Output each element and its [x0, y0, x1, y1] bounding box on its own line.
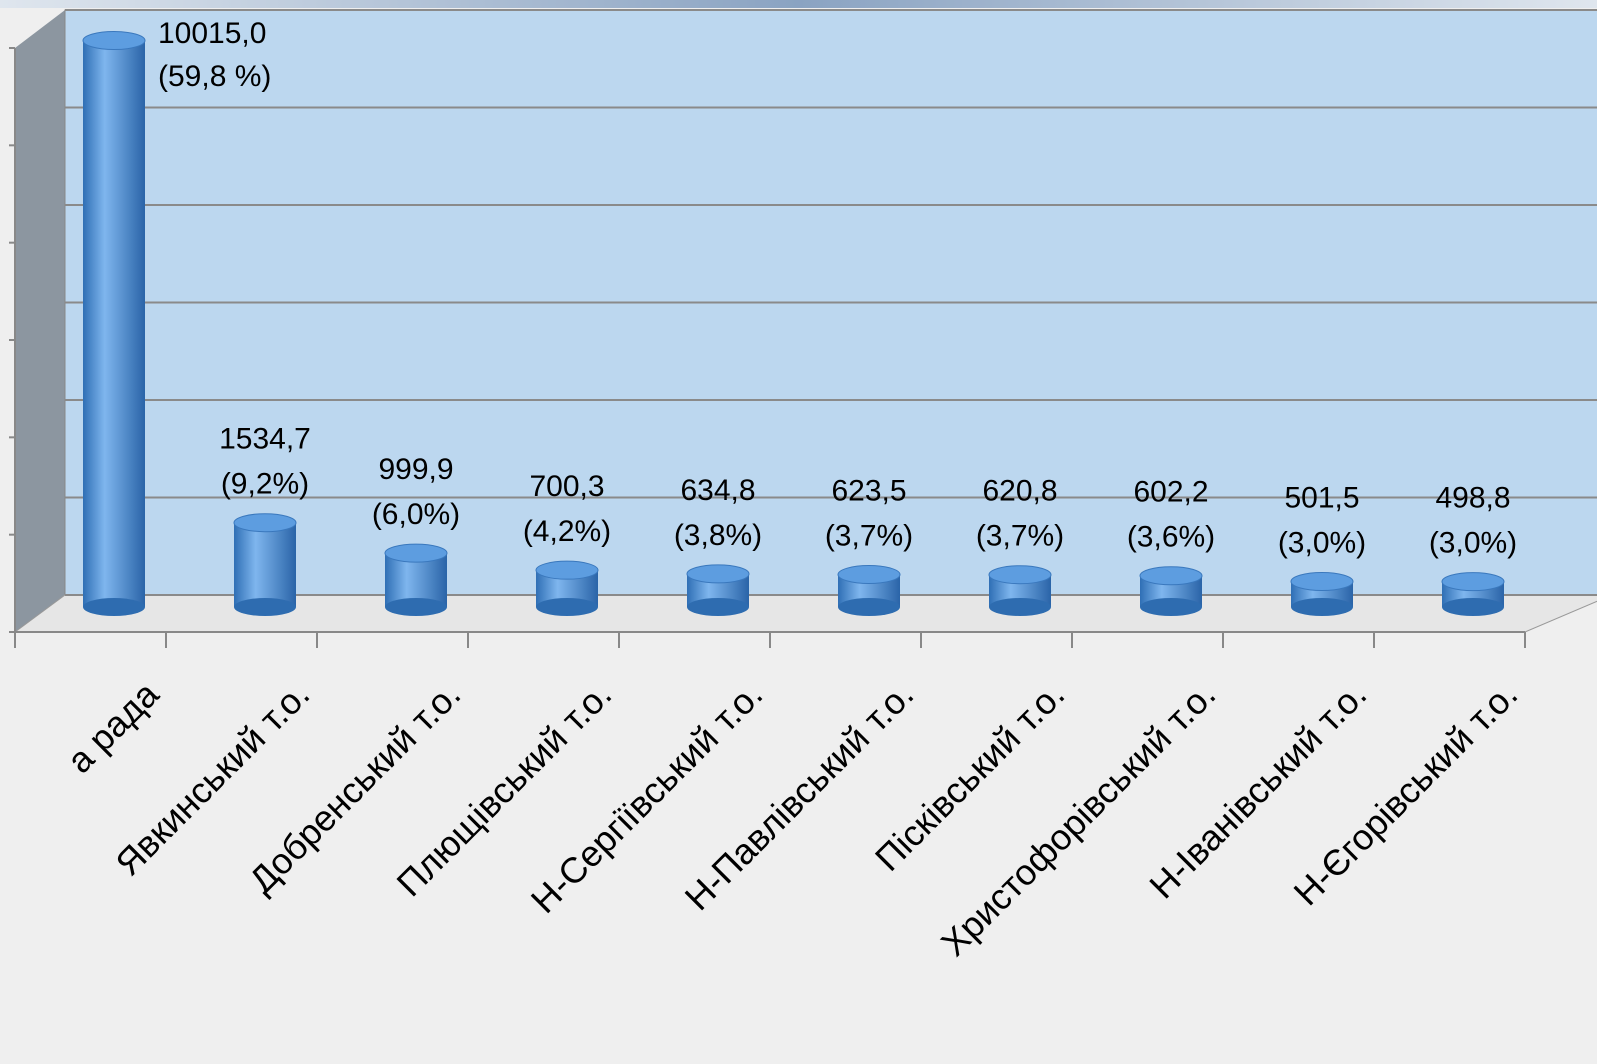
bar-base	[536, 598, 598, 616]
share-label: (3,7%)	[976, 520, 1064, 553]
bar-cap	[988, 565, 1052, 585]
x-tick-label: а рада	[59, 673, 167, 781]
side-wall	[15, 10, 65, 632]
share-label: (4,2%)	[523, 515, 611, 548]
share-label: (3,8%)	[674, 519, 762, 552]
share-label: (9,2%)	[221, 468, 309, 501]
bar-base	[989, 598, 1051, 616]
bar-cap	[837, 565, 901, 585]
bar-base	[1140, 598, 1202, 616]
bar-cap	[233, 513, 297, 533]
header-band	[0, 0, 1597, 8]
value-label: 620,8	[982, 475, 1057, 508]
share-label: (3,0%)	[1429, 527, 1517, 560]
bar-cap	[1139, 566, 1203, 586]
share-label: (3,6%)	[1127, 521, 1215, 554]
value-label: 1534,7	[219, 423, 311, 456]
x-tick-label: Христофорівський т.о.	[933, 673, 1224, 964]
bar-cap	[82, 31, 146, 51]
share-label: (59,8 %)	[158, 60, 271, 93]
bar-cap	[1441, 572, 1505, 592]
value-label: 700,3	[529, 470, 604, 503]
bar-base	[234, 598, 296, 616]
bar-cap	[535, 560, 599, 580]
bar-base	[687, 598, 749, 616]
value-label: 999,9	[378, 453, 453, 486]
bar-cap	[384, 543, 448, 563]
value-label: 501,5	[1284, 481, 1359, 514]
share-label: (6,0%)	[372, 498, 460, 531]
bar-base	[838, 598, 900, 616]
value-label: 10015,0	[158, 17, 266, 50]
bar-base	[385, 598, 447, 616]
share-label: (3,0%)	[1278, 526, 1366, 559]
value-label: 602,2	[1133, 476, 1208, 509]
bar-base	[1442, 598, 1504, 616]
value-label: 498,8	[1435, 482, 1510, 515]
bar	[234, 522, 296, 607]
bar-cap	[1290, 571, 1354, 591]
value-label: 623,5	[831, 474, 906, 507]
bar-cap	[686, 564, 750, 584]
bar	[83, 40, 145, 608]
bar-base	[1291, 598, 1353, 616]
share-label: (3,7%)	[825, 519, 913, 552]
bar-base	[83, 598, 145, 616]
value-label: 634,8	[680, 474, 755, 507]
